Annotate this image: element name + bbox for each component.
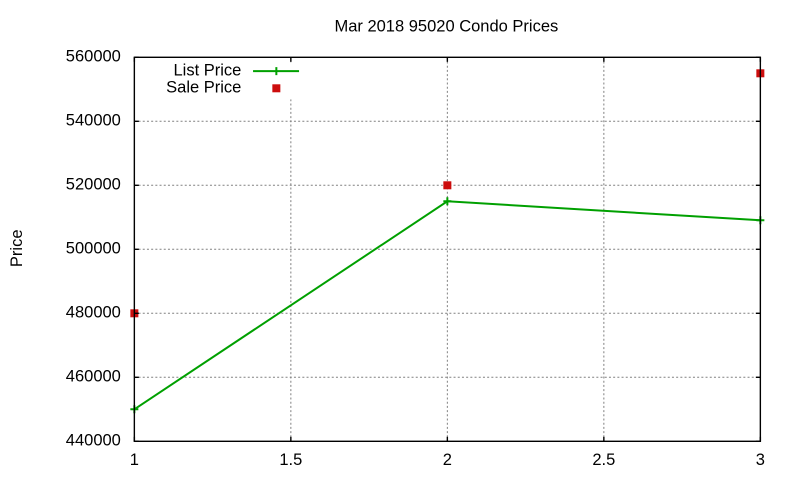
svg-text:460000: 460000 <box>66 368 121 386</box>
svg-text:2: 2 <box>443 451 452 469</box>
svg-text:2.5: 2.5 <box>592 451 615 469</box>
svg-text:1: 1 <box>130 451 139 469</box>
svg-text:Mar 2018 95020 Condo Prices: Mar 2018 95020 Condo Prices <box>334 18 558 36</box>
svg-text:1.5: 1.5 <box>279 451 302 469</box>
svg-text:480000: 480000 <box>66 304 121 322</box>
svg-text:Price: Price <box>8 230 26 268</box>
svg-text:520000: 520000 <box>66 176 121 194</box>
svg-text:560000: 560000 <box>66 48 121 66</box>
svg-text:540000: 540000 <box>66 112 121 130</box>
svg-text:List Price: List Price <box>173 61 241 79</box>
svg-text:Sale Price: Sale Price <box>166 79 241 97</box>
svg-text:3: 3 <box>756 451 765 469</box>
svg-text:500000: 500000 <box>66 240 121 258</box>
svg-text:440000: 440000 <box>66 432 121 450</box>
